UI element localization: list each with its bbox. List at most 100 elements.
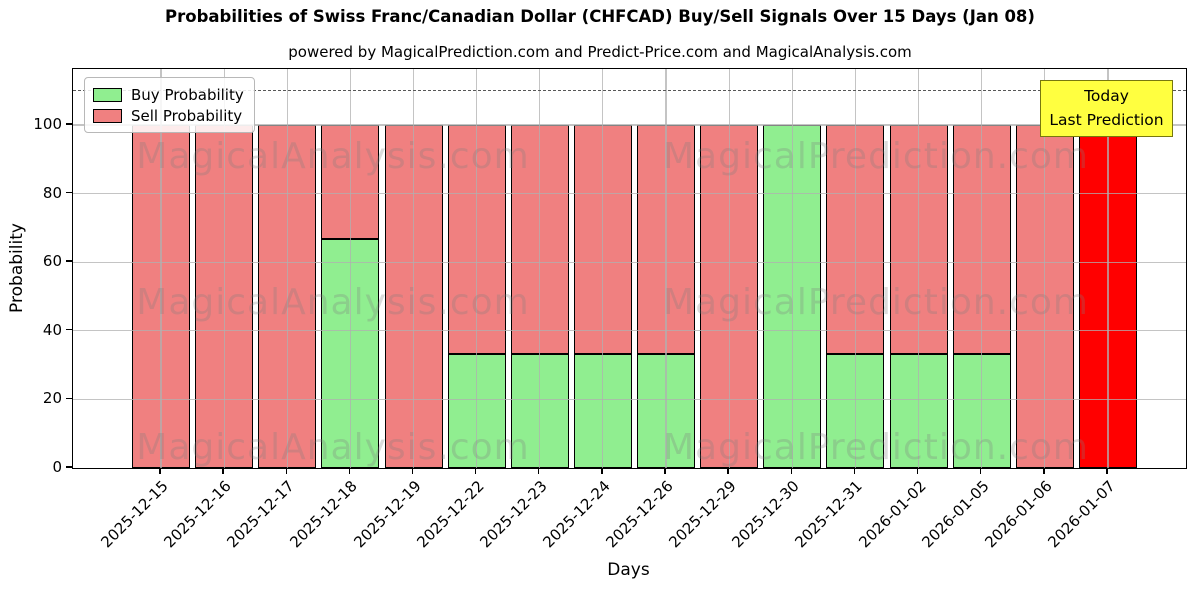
sell-bar-segment xyxy=(826,124,885,354)
y-tick-label: 0 xyxy=(52,458,62,476)
x-tick-label: 2026-01-05 xyxy=(918,477,993,552)
h-gridline xyxy=(73,261,1186,263)
x-tick-label: 2025-12-31 xyxy=(791,477,867,552)
h-gridline xyxy=(73,398,1186,400)
x-tick-label: 2025-12-23 xyxy=(476,477,551,552)
sell-bar-segment xyxy=(700,124,759,468)
buy-bar-segment xyxy=(321,239,380,468)
x-tick-mark xyxy=(1043,468,1045,474)
buy-bar-segment xyxy=(826,353,885,468)
x-tick-mark xyxy=(727,468,729,474)
sell-bar-segment xyxy=(1015,124,1074,468)
v-gridline xyxy=(286,69,288,468)
x-tick-label: 2025-12-22 xyxy=(412,477,488,552)
y-tick-label: 20 xyxy=(42,389,62,408)
v-gridline xyxy=(665,69,667,468)
watermark-text: MagicalPrediction.com xyxy=(663,282,1089,323)
v-gridline xyxy=(412,69,415,468)
x-tick-label: 2025-12-30 xyxy=(728,477,804,552)
buy-bar-segment xyxy=(573,353,632,468)
legend: Buy Probability Sell Probability xyxy=(84,77,255,133)
x-tick-mark xyxy=(538,468,540,474)
x-tick-mark xyxy=(853,468,856,474)
buy-bar-segment xyxy=(447,353,506,468)
v-gridline xyxy=(981,69,983,468)
x-tick-label: 2025-12-16 xyxy=(160,477,235,552)
x-tick-mark xyxy=(601,468,603,474)
y-tick-label: 40 xyxy=(42,320,62,339)
legend-row-buy: Buy Probability xyxy=(93,84,244,105)
sell-bar-segment xyxy=(510,124,569,354)
v-gridline xyxy=(917,69,920,468)
legend-sell-label: Sell Probability xyxy=(131,106,243,125)
x-tick-mark xyxy=(790,468,792,474)
buy-bar-segment xyxy=(763,124,822,468)
buy-bar-segment xyxy=(952,353,1011,468)
watermark-text: MagicalAnalysis.com xyxy=(136,282,530,323)
h-gridline xyxy=(73,330,1186,332)
y-tick-mark xyxy=(65,397,72,400)
y-tick-mark xyxy=(65,191,72,194)
x-tick-label: 2026-01-07 xyxy=(1044,477,1119,552)
sell-bar-segment xyxy=(573,124,632,354)
x-tick-mark xyxy=(474,468,477,474)
today-annotation-box: Today Last Prediction xyxy=(1040,80,1173,138)
x-tick-mark xyxy=(1106,468,1108,474)
sell-bar-segment xyxy=(195,124,254,468)
watermark-text: MagicalPrediction.com xyxy=(663,427,1089,468)
today-annotation-line2: Last Prediction xyxy=(1049,111,1164,130)
sell-bar-segment xyxy=(258,124,317,468)
watermark-text: MagicalAnalysis.com xyxy=(136,136,530,177)
watermark-text: MagicalPrediction.com xyxy=(663,136,1089,177)
x-tick-mark xyxy=(285,468,287,474)
sell-bar-segment xyxy=(889,124,948,354)
v-gridline xyxy=(602,69,604,468)
x-tick-mark xyxy=(348,468,351,474)
sell-bar-segment xyxy=(952,124,1011,354)
x-tick-label: 2025-12-19 xyxy=(349,477,425,552)
threshold-dashed-line xyxy=(73,89,1186,91)
h-gridline xyxy=(73,192,1186,195)
x-tick-label: 2025-12-29 xyxy=(665,477,740,552)
x-tick-mark xyxy=(159,468,161,474)
plot-area: MagicalAnalysis.com MagicalPrediction.co… xyxy=(72,68,1187,469)
x-tick-label: 2025-12-24 xyxy=(539,477,614,552)
legend-buy-label: Buy Probability xyxy=(131,85,244,104)
x-tick-mark xyxy=(222,468,224,474)
legend-row-sell: Sell Probability xyxy=(93,105,244,126)
sell-bar-segment xyxy=(447,124,506,354)
x-axis-label: Days xyxy=(607,560,650,580)
x-tick-label: 2026-01-02 xyxy=(854,477,930,552)
y-tick-mark xyxy=(65,466,72,468)
v-gridline xyxy=(539,69,541,468)
sell-bar-segment xyxy=(637,124,696,354)
x-tick-label: 2025-12-15 xyxy=(97,477,172,552)
sell-swatch-icon xyxy=(93,108,122,123)
y-tick-label: 60 xyxy=(42,252,62,271)
buy-bar-segment xyxy=(637,353,696,468)
buy-bar-segment xyxy=(510,353,569,468)
v-gridline xyxy=(728,69,730,468)
x-tick-label: 2025-12-26 xyxy=(602,477,677,552)
y-tick-mark xyxy=(65,123,72,125)
watermark-text: MagicalAnalysis.com xyxy=(136,427,530,468)
today-annotation-line1: Today xyxy=(1084,87,1129,105)
x-tick-mark xyxy=(411,468,414,474)
v-gridline xyxy=(854,69,857,468)
sell-bar-segment xyxy=(132,124,190,468)
v-gridline xyxy=(476,69,478,468)
y-tick-mark xyxy=(65,260,72,262)
chart-subtitle: powered by MagicalPrediction.com and Pre… xyxy=(288,43,912,61)
x-tick-label: 2025-12-18 xyxy=(286,477,362,552)
x-tick-mark xyxy=(979,468,982,474)
buy-swatch-icon xyxy=(93,87,122,102)
v-gridline xyxy=(349,69,351,468)
sell-bar-segment xyxy=(321,124,380,240)
x-tick-mark xyxy=(664,468,666,474)
y-tick-mark xyxy=(65,329,72,331)
chart-title: Probabilities of Swiss Franc/Canadian Do… xyxy=(165,7,1035,26)
sell-bar-segment xyxy=(1078,124,1137,468)
v-gridline xyxy=(791,69,793,468)
sell-bar-segment xyxy=(384,124,443,468)
